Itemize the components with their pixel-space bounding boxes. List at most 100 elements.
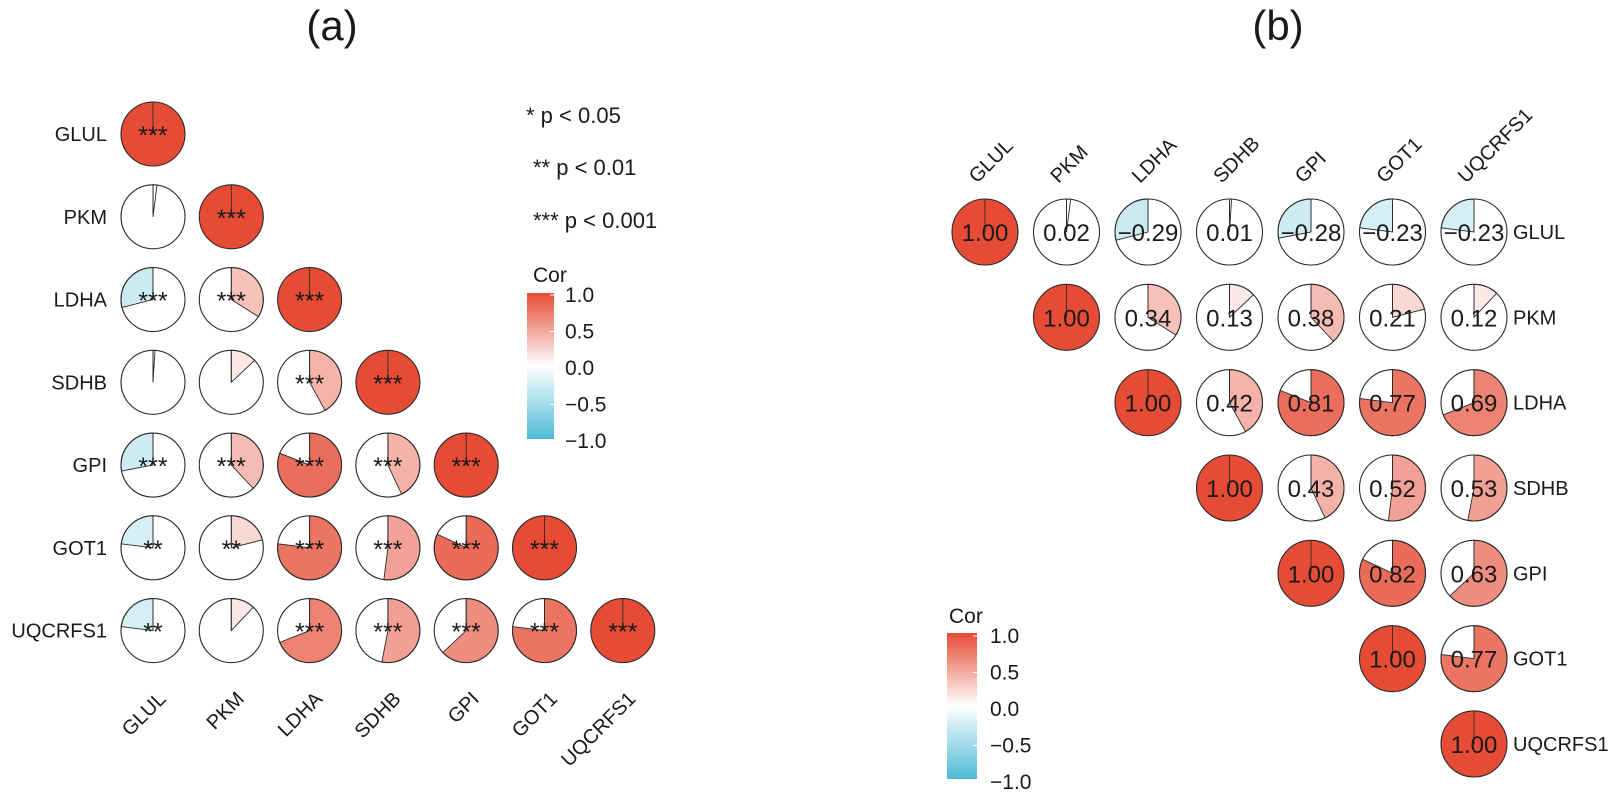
correlation-value: 0.12 [1451,305,1498,332]
pie-cell [1277,454,1345,522]
pie-cell [355,349,421,415]
significance-stars: *** [295,619,324,647]
pie-cell [1195,454,1264,522]
panel-b-label: (b) [1252,2,1303,49]
pie-cell [1440,283,1508,351]
correlation-value: 0.42 [1206,391,1253,418]
significance-stars: *** [373,619,402,647]
pie-cell [1114,369,1182,437]
pie-cell [1440,198,1508,266]
significance-stars: *** [452,619,481,647]
correlation-value: 1.00 [1451,732,1498,759]
pie-cell [1440,710,1508,778]
colorbar-tick-label: −0.5 [990,735,1031,758]
row-label: UQCRFS1 [11,621,107,643]
pie-cell [198,432,264,498]
pie-cell [1358,369,1427,437]
significance-stars: *** [217,205,246,233]
pie-cell [1195,369,1264,437]
row-label: SDHB [51,372,107,394]
pie-cell [433,515,499,581]
pie-cell [1277,369,1345,437]
correlogram-panel-b: 1.00 0.02 −0.29 0.01 −0.28 −0.23 −0.23 GLUL GLUL… [951,104,1609,778]
pie-cell [1195,283,1264,351]
significance-stars: *** [530,536,559,564]
correlation-value: 0.02 [1043,220,1090,247]
pie-cell [355,515,421,581]
significance-stars: *** [295,536,324,564]
pie-cell [198,515,264,581]
pie-cell [1032,198,1101,266]
correlation-value: 1.00 [962,220,1009,247]
significance-stars: *** [217,453,246,481]
correlation-value: 0.01 [1206,220,1253,247]
column-label: LDHA [274,688,328,742]
significance-stars: *** [295,370,324,398]
row-label: GLUL [55,124,107,146]
column-label: GPI [1291,148,1331,188]
pie-cell [198,598,264,664]
pie-cell [511,598,578,664]
correlation-value: 0.77 [1451,647,1498,674]
column-label: UQCRFS1 [557,688,640,771]
pie-cell [277,598,343,664]
pie-cell [1358,198,1427,266]
significance-stars: *** [373,536,402,564]
colorbar-tick-label: 0.5 [990,662,1019,685]
pie-cell [1440,369,1508,437]
pie-cell [1114,198,1182,266]
colorbar-tick-label: −0.5 [565,394,606,417]
column-label: PKM [1046,141,1092,187]
colorbar-tick-label: 0.5 [565,321,594,344]
significance-stars: *** [138,288,167,316]
pie-cell [1277,283,1345,351]
column-label: LDHA [1128,134,1182,188]
correlation-value: −0.23 [1362,220,1423,247]
significance-legend-item: ** p < 0.01 [533,155,636,180]
pie-cell [1440,454,1508,522]
colorbar-gradient [947,633,977,779]
colorbar-title: Cor [533,264,567,287]
colorbar-tick-label: 1.0 [565,284,594,307]
column-label: SDHB [351,688,406,743]
correlation-value: 0.43 [1288,476,1335,503]
significance-legend-item: *** p < 0.001 [533,208,657,233]
correlation-value: 0.69 [1451,391,1498,418]
pie-cell [1277,198,1345,266]
correlation-value: 0.53 [1451,476,1498,503]
column-label: SDHB [1209,133,1264,188]
significance-stars: *** [295,288,324,316]
row-label: GPI [73,455,107,477]
pie-cell [277,266,343,333]
pie-cell [120,349,186,415]
significance-stars: *** [295,453,324,481]
colorbar-tick-label: 0.0 [990,698,1019,721]
column-label: UQCRFS1 [1454,104,1537,187]
significance-stars: ** [143,536,163,564]
significance-stars: ** [222,536,242,564]
row-label: GOT1 [1513,649,1567,671]
row-label: PKM [64,207,107,229]
correlation-value: 0.38 [1288,305,1335,332]
colorbar-tick-label: −1.0 [565,430,606,453]
panel-a-label: (a) [306,2,357,49]
significance-stars: *** [138,453,167,481]
significance-legend-item: * p < 0.05 [526,103,621,128]
colorbar-tick-label: 1.0 [990,625,1019,648]
pie-cell [1358,625,1427,693]
correlation-value: −0.28 [1281,220,1342,247]
column-label: GLUL [118,688,171,741]
pie-cell [433,598,499,664]
pie-cell [120,515,186,581]
row-label: GPI [1513,563,1547,585]
significance-stars: *** [217,288,246,316]
correlation-value: −0.23 [1444,220,1505,247]
pie-cell [277,432,343,498]
pie-cell [198,349,264,415]
colorbar-tick-label: −1.0 [990,771,1031,793]
significance-stars: ** [143,619,163,647]
correlation-value: 1.00 [1206,476,1253,503]
pie-cell [1440,539,1508,607]
correlation-value: 0.34 [1125,305,1172,332]
